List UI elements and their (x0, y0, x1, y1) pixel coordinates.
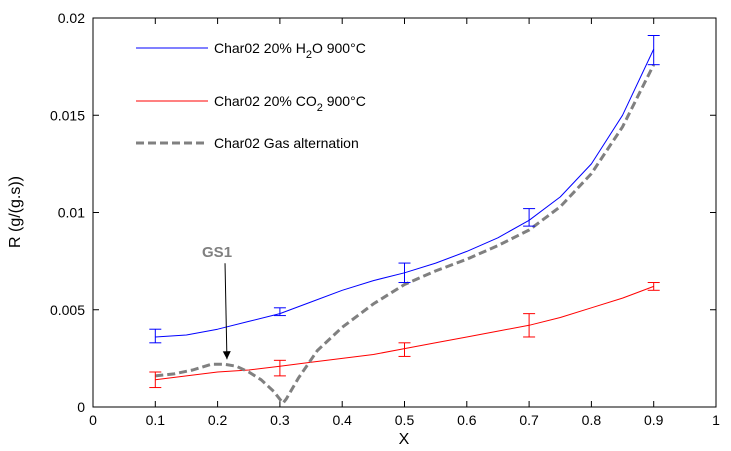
annotation-arrow (224, 263, 228, 360)
error-bar-1 (398, 342, 411, 357)
x-tick-label: 0.5 (395, 412, 415, 428)
error-bar-1 (149, 371, 162, 389)
x-tick-label: 0.7 (519, 412, 539, 428)
x-tick-label: 0.4 (332, 412, 352, 428)
x-tick-label: 0.3 (270, 412, 290, 428)
error-bar-1 (523, 313, 536, 338)
legend-label: Char02 20% H2O 900°C (214, 40, 366, 61)
x-tick-label: 0.6 (457, 412, 477, 428)
legend-entry-2: Char02 Gas alternation (136, 135, 359, 151)
annotation-arrowhead (222, 351, 231, 360)
legend-label: Char02 Gas alternation (214, 135, 359, 151)
plot-frame (92, 17, 717, 408)
y-axis-label: R (g/(g.s)) (7, 176, 24, 248)
error-bar-0 (398, 262, 411, 284)
error-bar-0 (647, 35, 660, 66)
x-tick-label: 0.9 (644, 412, 664, 428)
legend-entry-0: Char02 20% H2O 900°C (136, 40, 366, 61)
error-bar-0 (273, 307, 286, 317)
y-tick-label: 0.01 (58, 205, 85, 221)
annotation-label: GS1 (202, 244, 232, 261)
x-tick-label: 0.8 (582, 412, 602, 428)
x-tick-label: 0.1 (146, 412, 166, 428)
y-tick-label: 0 (77, 399, 85, 415)
x-tick-label: 0 (89, 412, 97, 428)
ticks-layer: 0 0.1 0.2 0.3 0.4 0.5 0.6 0.7 0.8 0.9 1 0 0.005 0.01 0… (50, 10, 720, 428)
legend: Char02 20% H2O 900°C Char02 20% CO2 900°C… (136, 40, 366, 151)
errorbar-layer (149, 35, 660, 389)
error-bar-1 (273, 359, 286, 377)
x-tick-label: 1 (712, 412, 720, 428)
legend-entry-1: Char02 20% CO2 900°C (136, 93, 366, 114)
y-tick-label: 0.02 (58, 10, 85, 26)
legend-label: Char02 20% CO2 900°C (214, 93, 366, 114)
error-bar-1 (647, 282, 660, 291)
error-bar-0 (523, 208, 536, 227)
x-axis-label: X (399, 431, 410, 448)
error-bar-0 (149, 328, 162, 344)
y-tick-label: 0.005 (50, 302, 85, 318)
x-tick-label: 0.2 (208, 412, 228, 428)
annotation-layer: GS1 (202, 244, 232, 360)
y-tick-label: 0.015 (50, 107, 85, 123)
